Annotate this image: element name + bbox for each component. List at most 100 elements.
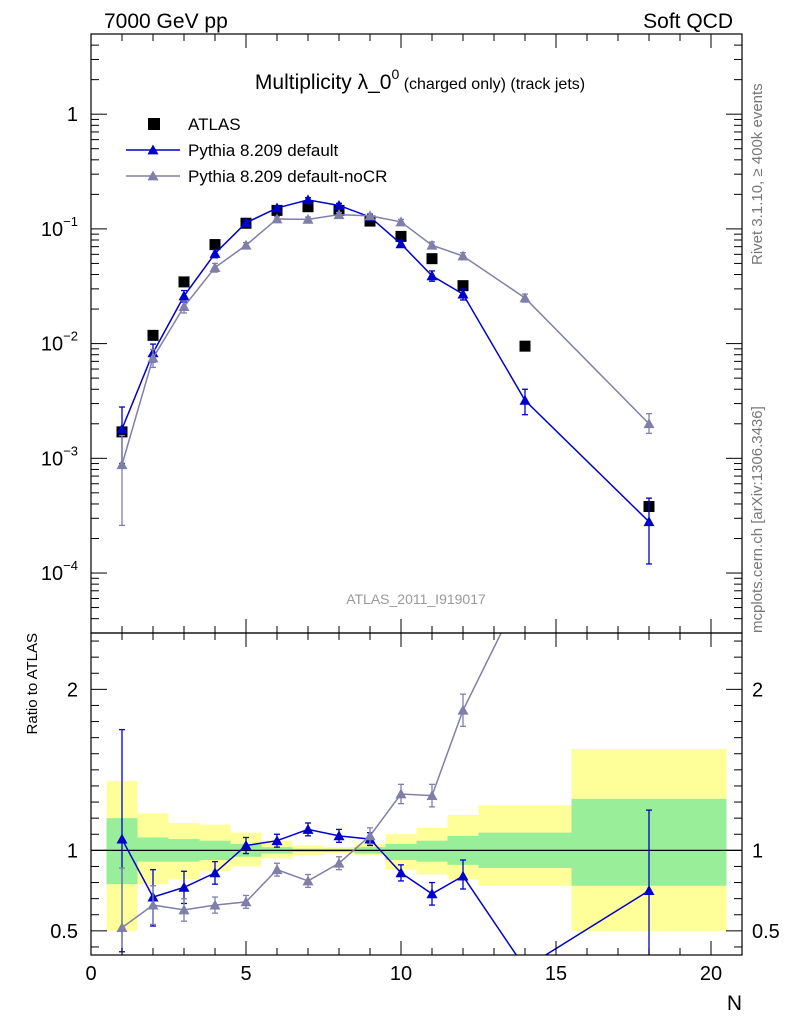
data-point-atlas <box>519 340 531 352</box>
legend-label-atlas: ATLAS <box>188 115 241 134</box>
y-tick-label: 1 <box>67 840 78 862</box>
y-tick-label-right: 2 <box>752 679 763 701</box>
ratio-point-pythia-8-209-default-nocr <box>364 830 376 841</box>
y-axis-label-ratio: Ratio to ATLAS <box>24 633 41 734</box>
ratio-point-pythia-8-209-default-nocr <box>302 875 314 886</box>
ratio-point-pythia-8-209-default-nocr <box>178 904 190 915</box>
ratio-point-pythia-8-209-default <box>333 830 345 841</box>
series-line-pythia-8-209-default-nocr <box>121 213 650 465</box>
x-tick-label: 5 <box>240 963 251 985</box>
ratio-line-pythia-8-209-default-nocr <box>121 633 502 929</box>
y-tick-label: 1 <box>67 104 78 126</box>
ratio-point-pythia-8-209-default-nocr <box>395 788 407 799</box>
legend-marker-pythia-8-209-default-nocr <box>147 170 159 181</box>
y-tick-label: 10−1 <box>41 214 78 241</box>
ratio-point-pythia-8-209-default <box>395 867 407 878</box>
data-point-pythia-8-209-default-nocr <box>302 213 314 224</box>
data-point-atlas <box>209 239 221 251</box>
header-right: Soft QCD <box>643 10 733 33</box>
x-tick-label: 10 <box>390 963 412 985</box>
ratio-point-pythia-8-209-default <box>302 823 314 834</box>
ratio-point-pythia-8-209-default-nocr <box>457 704 469 715</box>
data-point-pythia-8-209-default <box>643 516 655 527</box>
side-label-rivet: Rivet 3.1.10, ≥ 400k events <box>749 83 766 265</box>
ratio-point-pythia-8-209-default <box>643 885 655 895</box>
data-point-pythia-8-209-default <box>271 202 283 213</box>
data-point-pythia-8-209-default <box>178 290 190 301</box>
side-label-mcplots: mcplots.cern.ch [arXiv:1306.3436] <box>749 406 766 633</box>
uncertainty-band-green <box>137 837 169 862</box>
data-point-pythia-8-209-default-nocr <box>116 459 128 470</box>
data-point-pythia-8-209-default <box>240 217 252 228</box>
ratio-point-pythia-8-209-default <box>520 962 531 972</box>
ratio-point-pythia-8-209-default <box>209 867 221 878</box>
ratio-point-pythia-8-209-default <box>426 888 438 899</box>
data-point-pythia-8-209-default-nocr <box>457 250 469 261</box>
plot-title-main: Multiplicity λ_0 <box>255 71 392 94</box>
ratio-point-pythia-8-209-default-nocr <box>644 153 655 163</box>
plot-title-sup: 0 <box>391 66 399 82</box>
data-point-atlas <box>302 201 314 213</box>
legend: ATLAS Pythia 8.209 default Pythia 8.209 de… <box>126 115 387 186</box>
ratio-point-pythia-8-209-default <box>116 833 128 844</box>
data-point-pythia-8-209-default-nocr <box>395 216 407 227</box>
data-point-pythia-8-209-default <box>209 248 221 258</box>
y-tick-label: 10−4 <box>41 558 78 585</box>
data-point-pythia-8-209-default-nocr <box>209 262 221 272</box>
data-point-pythia-8-209-default-nocr <box>271 213 283 224</box>
ratio-point-pythia-8-209-default-nocr <box>209 899 221 910</box>
plot-title: Multiplicity λ_00 (charged only) (track … <box>255 66 585 94</box>
ratio-point-pythia-8-209-default-nocr <box>147 899 159 910</box>
ratio-point-pythia-8-209-default <box>457 870 469 881</box>
series-line-pythia-8-209-default <box>121 199 650 523</box>
data-point-pythia-8-209-default-nocr <box>643 418 655 429</box>
uncertainty-band-green <box>416 840 448 862</box>
top-panel: 1 10−1 10−2 10−3 10−4 Multiplicity λ_00 (cha… <box>41 33 743 634</box>
y-tick-label-right: 0.5 <box>752 921 780 943</box>
data-point-pythia-8-209-default <box>333 199 345 210</box>
data-point-pythia-8-209-default <box>519 394 531 405</box>
uncertainty-band-green <box>385 843 417 861</box>
legend-marker-pythia-8-209-default <box>147 144 159 155</box>
legend-marker-atlas <box>148 118 160 130</box>
ratio-point-pythia-8-209-default <box>178 881 190 892</box>
legend-label-pythia-8-209-default-nocr: Pythia 8.209 default-noCR <box>188 167 387 186</box>
data-point-pythia-8-209-default-nocr <box>426 239 438 250</box>
data-point-pythia-8-209-default <box>302 194 314 205</box>
data-point-atlas <box>426 253 438 265</box>
header-left: 7000 GeV pp <box>104 10 228 33</box>
data-point-pythia-8-209-default <box>116 423 128 434</box>
data-point-pythia-8-209-default <box>395 238 407 249</box>
ratio-panel: 0.5 0.5 1 1 2 2 0 5 10 15 20 Ratio to ATLAS N <box>24 153 780 1015</box>
y-tick-label: 10−2 <box>41 329 78 356</box>
data-point-pythia-8-209-default-nocr <box>519 292 531 303</box>
data-point-pythia-8-209-default <box>426 270 438 281</box>
ratio-point-pythia-8-209-default-nocr <box>240 896 252 907</box>
x-tick-label: 20 <box>700 963 722 985</box>
legend-label-pythia-8-209-default: Pythia 8.209 default <box>188 141 339 160</box>
data-point-pythia-8-209-default-nocr <box>178 301 190 312</box>
analysis-watermark: ATLAS_2011_I919017 <box>346 591 486 607</box>
ratio-line-pythia-8-209-default <box>121 828 650 955</box>
x-axis-label: N <box>727 992 742 1015</box>
ratio-panel-frame <box>90 632 743 956</box>
ratio-point-pythia-8-209-default <box>271 835 283 846</box>
data-point-pythia-8-209-default-nocr <box>364 210 376 221</box>
y-tick-label-right: 1 <box>752 840 763 862</box>
data-point-atlas <box>395 230 407 242</box>
data-point-atlas <box>457 280 469 292</box>
y-tick-label: 10−3 <box>41 443 78 470</box>
y-tick-label: 2 <box>67 679 78 701</box>
data-point-pythia-8-209-default <box>457 288 469 299</box>
x-tick-label: 15 <box>545 963 567 985</box>
ratio-point-pythia-8-209-default-nocr <box>271 864 283 875</box>
x-tick-label: 0 <box>85 963 96 985</box>
ratio-point-pythia-8-209-default-nocr <box>116 922 128 933</box>
ratio-point-pythia-8-209-default-nocr <box>520 579 531 589</box>
data-point-atlas <box>147 329 159 341</box>
data-point-pythia-8-209-default-nocr <box>147 352 159 363</box>
data-point-pythia-8-209-default-nocr <box>333 209 345 220</box>
ratio-point-pythia-8-209-default <box>240 840 252 850</box>
